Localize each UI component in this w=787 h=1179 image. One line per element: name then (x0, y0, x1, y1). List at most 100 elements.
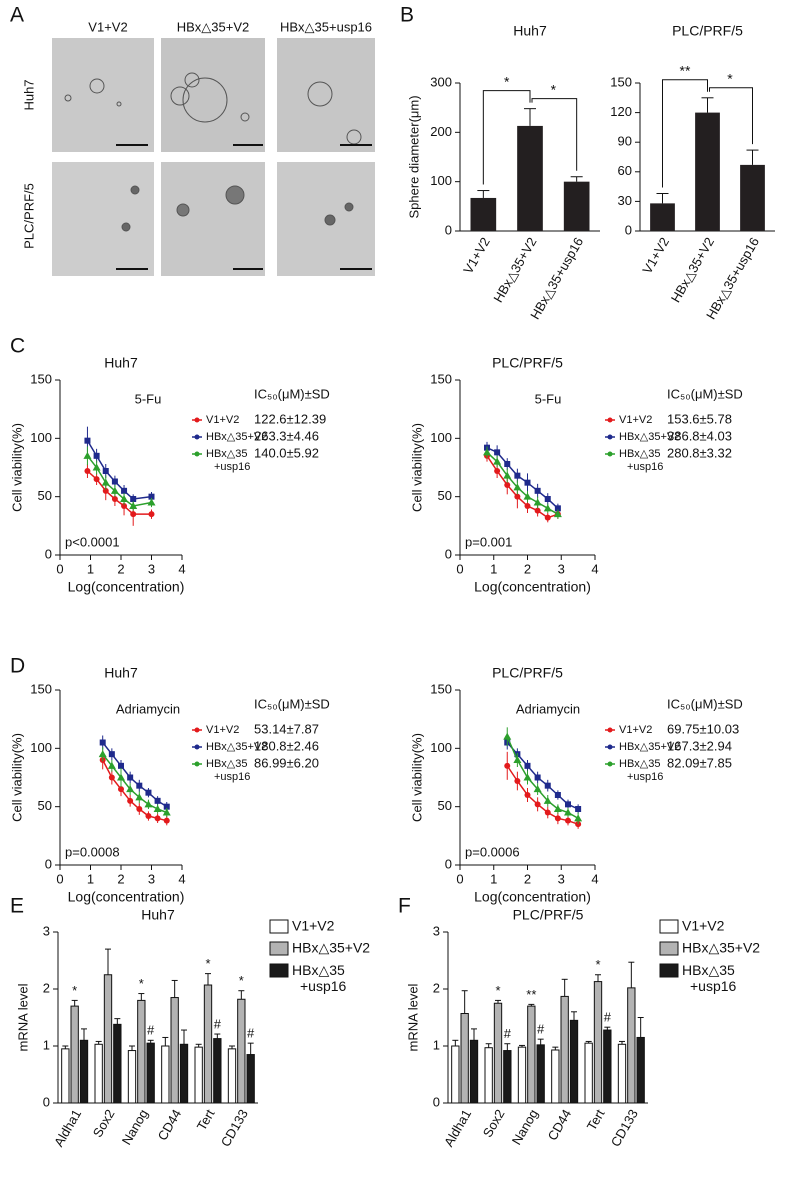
data-point (84, 468, 91, 474)
legend-marker (607, 761, 613, 767)
data-point (93, 452, 100, 459)
data-point (494, 449, 501, 456)
significance-label: # (604, 1010, 612, 1025)
data-point (111, 496, 118, 502)
bar (451, 1045, 460, 1104)
y-tick-label: 50 (38, 488, 52, 503)
legend-marker (607, 727, 613, 733)
data-point (564, 808, 572, 816)
significance-label: * (551, 81, 557, 97)
bar (79, 1039, 89, 1104)
bar (593, 981, 603, 1104)
data-point (533, 498, 542, 506)
data-point (524, 479, 531, 486)
sphere (344, 202, 354, 212)
legend-label: HBx△35+V2 (206, 741, 267, 753)
data-point (120, 495, 129, 502)
legend-label: HBx△35+V2 (292, 940, 370, 956)
data-point (118, 786, 124, 793)
ic50-value: 140.0±5.92 (254, 445, 319, 460)
row-label: PLC/PRF/5 (21, 183, 36, 249)
y-tick-label: 0 (43, 1094, 50, 1109)
data-point (514, 493, 521, 500)
data-point (504, 762, 511, 769)
bar (146, 1042, 155, 1104)
bar (469, 1039, 479, 1104)
data-point (108, 751, 115, 758)
x-tick-label: 0 (56, 871, 63, 886)
y-tick-label: 60 (618, 163, 632, 178)
panel-letter: C (10, 335, 25, 358)
legend-marker (194, 761, 200, 767)
x-tick-label: Nanog (509, 1107, 541, 1148)
y-tick-label: 150 (430, 371, 452, 386)
subtitle: Adriamycin (116, 701, 180, 716)
sphere (170, 86, 190, 106)
bar (94, 1043, 103, 1104)
legend-label: V1+V2 (206, 724, 239, 736)
legend-label: HBx△35 +usp16 (206, 448, 250, 473)
chart-title: Huh7 (104, 665, 138, 681)
significance-label: # (147, 1023, 155, 1038)
legend-label: HBx△35 +usp16 (619, 758, 663, 783)
bar (194, 1046, 203, 1104)
sphere (324, 214, 336, 226)
panel-letter: F (398, 895, 411, 918)
panel-letter: A (10, 4, 24, 27)
ic50-header: IC₅₀(μM)±SD (254, 386, 330, 401)
significance-label: * (205, 956, 210, 971)
x-tick-label: 2 (117, 561, 124, 576)
panel-letter: B (400, 4, 414, 27)
y-tick-label: 150 (610, 74, 632, 89)
y-tick-label: 0 (445, 856, 452, 871)
bar (551, 1049, 560, 1104)
data-point (565, 801, 571, 808)
data-point (575, 806, 582, 812)
data-point (102, 487, 109, 494)
legend-marker (194, 434, 200, 440)
data-point (108, 774, 115, 781)
x-tick-label: Aldha1 (441, 1107, 474, 1150)
data-point (544, 496, 551, 502)
bar (203, 984, 213, 1104)
data-point (118, 762, 124, 769)
y-axis-label: Cell viability(%) (9, 733, 24, 822)
data-point (524, 792, 531, 798)
panel-letter: E (10, 895, 24, 918)
x-tick-label: 2 (524, 871, 531, 886)
x-axis-label: Log(concentration) (68, 889, 185, 905)
data-point (162, 808, 171, 816)
y-tick-label: 0 (445, 546, 452, 561)
legend-label: HBx△35+V2 (206, 431, 267, 443)
y-axis-label: Cell viability(%) (409, 733, 424, 822)
data-point (84, 437, 91, 444)
data-point (99, 739, 106, 746)
ic50-value: 69.75±10.03 (667, 721, 739, 736)
ic50-value: 167.3±2.94 (667, 738, 732, 753)
y-tick-label: 30 (618, 193, 632, 208)
data-point (144, 800, 153, 808)
bar (179, 1043, 189, 1104)
significance-label: * (239, 973, 244, 988)
sphere (176, 203, 190, 217)
x-tick-label: 3 (558, 561, 565, 576)
data-point (136, 806, 143, 812)
panel-letter: D (10, 655, 25, 678)
significance-label: # (214, 1016, 222, 1031)
legend-label: V1+V2 (682, 918, 725, 934)
y-tick-label: 100 (430, 740, 452, 755)
x-tick-label: 3 (148, 871, 155, 886)
data-point (127, 774, 134, 781)
legend-swatch (659, 941, 679, 956)
sphere (307, 81, 333, 107)
data-point (111, 478, 118, 485)
data-point (117, 773, 125, 781)
bar (517, 1046, 527, 1104)
p-value: p=0.0008 (65, 844, 120, 859)
x-tick-label: 3 (148, 561, 155, 576)
x-axis-label: Log(concentration) (68, 579, 185, 595)
y-tick-label: 1 (433, 1037, 440, 1052)
bar (627, 987, 636, 1104)
legend-label: V1+V2 (619, 414, 652, 426)
data-point (121, 487, 128, 494)
